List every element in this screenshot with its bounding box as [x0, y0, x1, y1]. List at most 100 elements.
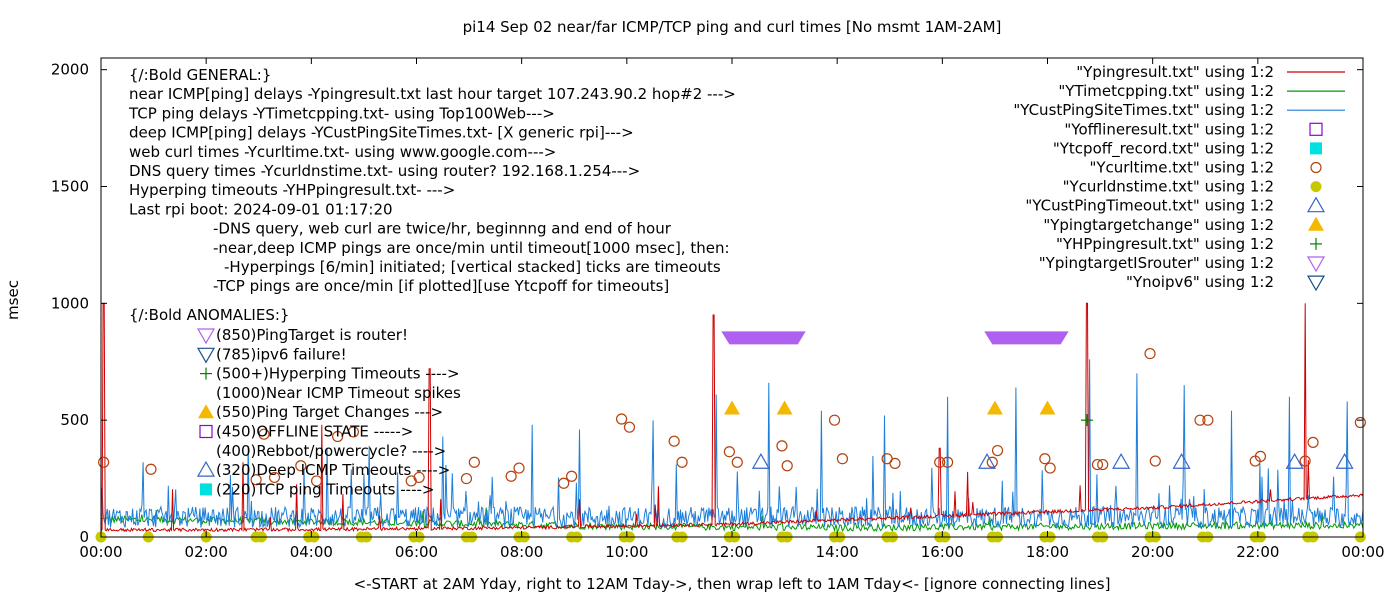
point-ycurltime-txt-14 — [513, 462, 525, 474]
anomaly-marker-7 — [196, 460, 216, 477]
point-ycurltime-txt-36 — [1097, 458, 1109, 471]
router-target-bar-1 — [984, 331, 1069, 345]
legend-label-8: "Ypingtargetchange" using 1:2 — [1043, 216, 1274, 234]
series-ycustpingsitetimes-line — [100, 359, 1364, 529]
point-ycurltime-txt-32 — [991, 444, 1004, 457]
point-ycurltime-txt-34 — [1044, 462, 1056, 474]
anomaly-marker-5 — [199, 424, 213, 439]
point-ycustpingtimeout-txt-4 — [1285, 453, 1304, 469]
point-ycurltime-txt-43 — [1299, 455, 1311, 467]
annotation-line-8: -DNS query, web curl are twice/hr, begin… — [213, 220, 672, 238]
point-ypingtargetchange-3 — [1039, 400, 1056, 415]
point-ycurltime-txt-24 — [781, 460, 793, 472]
point-ypingtargetchange-1 — [776, 400, 793, 415]
point-ycurltime-txt-44 — [1307, 436, 1319, 448]
x-axis-label: <-START at 2AM Yday, right to 12AM Tday-… — [354, 575, 1111, 593]
point-ycurltime-txt-33 — [1039, 453, 1051, 465]
point-ycurltime-txt-30 — [941, 456, 954, 468]
y-tick-label-0: 0 — [79, 528, 89, 546]
x-tick-label-6: 12:00 — [710, 543, 753, 561]
annotation-line-5: DNS query times -Ycurldnstime.txt- using… — [129, 162, 640, 180]
legend-label-3: "Yofflineresult.txt" using 1:2 — [1064, 120, 1274, 138]
point-ycurltime-txt-42 — [1254, 450, 1267, 462]
point-ycurltime-txt-15 — [558, 477, 570, 489]
annotation-line-3: deep ICMP[ping] delays -YCustPingSiteTim… — [129, 124, 634, 142]
legend-label-4: "Ytcpoff_record.txt" using 1:2 — [1053, 139, 1274, 158]
point-ycurltime-txt-22 — [731, 456, 743, 468]
legend: "Ypingresult.txt" using 1:2"YTimetcpping… — [1013, 63, 1345, 292]
point-ycurltime-txt-39 — [1194, 414, 1206, 426]
point-ycurltime-txt-31 — [986, 456, 998, 468]
anomaly-marker-0 — [196, 328, 216, 345]
legend-label-10: "YpingtargetISrouter" using 1:2 — [1039, 254, 1274, 272]
annotation-line-7: Last rpi boot: 2024-09-01 01:17:20 — [129, 200, 393, 218]
annotation-line-1: near ICMP[ping] delays -Ypingresult.txt … — [129, 85, 736, 103]
y-tick-label-2: 1000 — [51, 294, 89, 312]
point-ycustpingtimeout-txt-2 — [1112, 453, 1131, 469]
point-ycurltime-txt-10 — [413, 471, 425, 484]
anomaly-line-6: (400)Rebbot/powercycle? ----> — [216, 442, 446, 460]
point-ycurltime-txt-20 — [676, 456, 688, 468]
point-ycurltime-txt-4 — [268, 471, 281, 484]
y-tick-label-4: 2000 — [51, 61, 89, 79]
point-ycurltime-txt-23 — [776, 440, 788, 452]
x-tick-label-2: 04:00 — [290, 543, 333, 561]
point-ycurltime-txt-6 — [310, 475, 323, 487]
point-ycurltime-txt-28 — [889, 457, 901, 469]
legend-swatch-11 — [1306, 275, 1326, 292]
plot-axes: 00:00 02:00 04:00 06:00 08:00 10:00 12:00 14:00… — [51, 57, 1385, 561]
y-axis-label: msec — [4, 280, 22, 320]
plot-data — [95, 302, 1366, 543]
legend-swatch-9 — [1310, 237, 1322, 250]
x-tick-label-1: 02:00 — [185, 543, 228, 561]
point-ycustpingtimeout-txt-5 — [1335, 453, 1354, 469]
point-ycurltime-txt-18 — [623, 421, 636, 433]
series-ytimetcpping-line — [100, 507, 1364, 533]
anomaly-line-7: (320)Deep ICMP Timeouts ----> — [216, 461, 450, 479]
annotations: {/:Bold GENERAL:}near ICMP[ping] delays … — [128, 66, 736, 498]
point-ycurltime-txt-16 — [566, 470, 578, 482]
legend-label-0: "Ypingresult.txt" using 1:2 — [1076, 63, 1274, 81]
point-ycurltime-txt-26 — [836, 453, 849, 465]
point-ycurltime-txt-13 — [505, 470, 517, 482]
anomaly-line-8: (220)TCP ping Timeouts ----> — [216, 480, 434, 498]
x-tick-label-12: 00:00 — [1341, 543, 1384, 561]
y-tick-label-1: 500 — [60, 411, 89, 429]
legend-label-7: "YCustPingTimeout.txt" using 1:2 — [1025, 197, 1274, 215]
annotation-line-10: -Hyperpings [6/min] initiated; [vertical… — [224, 258, 721, 276]
anomaly-line-4: (550)Ping Target Changes ---> — [216, 403, 443, 421]
anomaly-line-1: (785)ipv6 failure! — [216, 345, 347, 363]
point-ycustpingtimeout-txt-3 — [1172, 453, 1191, 469]
anomaly-line-2: (500+)Hyperping Timeouts ----> — [216, 365, 460, 383]
x-tick-label-7: 14:00 — [816, 543, 859, 561]
legend-swatch-3 — [1309, 122, 1323, 136]
anomaly-marker-2 — [200, 367, 212, 380]
anomalies-title: {/:Bold ANOMALIES:} — [129, 306, 289, 324]
point-ycurltime-txt-5 — [295, 460, 307, 472]
point-ycurltime-txt-40 — [1202, 414, 1214, 426]
annotation-line-2: TCP ping delays -YTimetcpping.txt- using… — [128, 104, 555, 122]
annotation-line-11: -TCP pings are once/min [if plotted][use… — [213, 277, 669, 295]
point-ypingtargetchange-0 — [724, 400, 740, 415]
legend-swatch-7 — [1306, 196, 1326, 213]
x-tick-label-0: 00:00 — [79, 543, 122, 561]
point-ycurltime-txt-12 — [468, 456, 480, 468]
point-ycurltime-txt-11 — [460, 472, 473, 485]
point-ycurltime-txt-45 — [1354, 416, 1366, 429]
anomaly-marker-8 — [200, 483, 212, 496]
legend-swatch-5 — [1310, 161, 1322, 174]
x-tick-label-9: 18:00 — [1026, 543, 1069, 561]
y-tick-label-3: 1500 — [51, 178, 89, 196]
legend-label-9: "YHPpingresult.txt" using 1:2 — [1056, 235, 1274, 253]
anomaly-marker-4 — [198, 404, 214, 419]
point-ycustpingtimeout-txt-1 — [977, 453, 997, 469]
anomaly-line-3: (1000)Near ICMP Timeout spikes — [216, 384, 461, 402]
point-ycurltime-txt-38 — [1149, 455, 1161, 467]
annotation-line-4: web curl times -Ycurltime.txt- using www… — [129, 143, 556, 161]
point-ycurltime-txt-21 — [723, 446, 735, 458]
legend-swatch-8 — [1308, 216, 1324, 231]
legend-label-6: "Ycurldnstime.txt" using 1:2 — [1063, 178, 1274, 196]
point-ycurltime-txt-17 — [615, 413, 628, 425]
point-ycurltime-txt-37 — [1144, 347, 1156, 360]
point-ycurltime-txt-25 — [828, 414, 841, 426]
